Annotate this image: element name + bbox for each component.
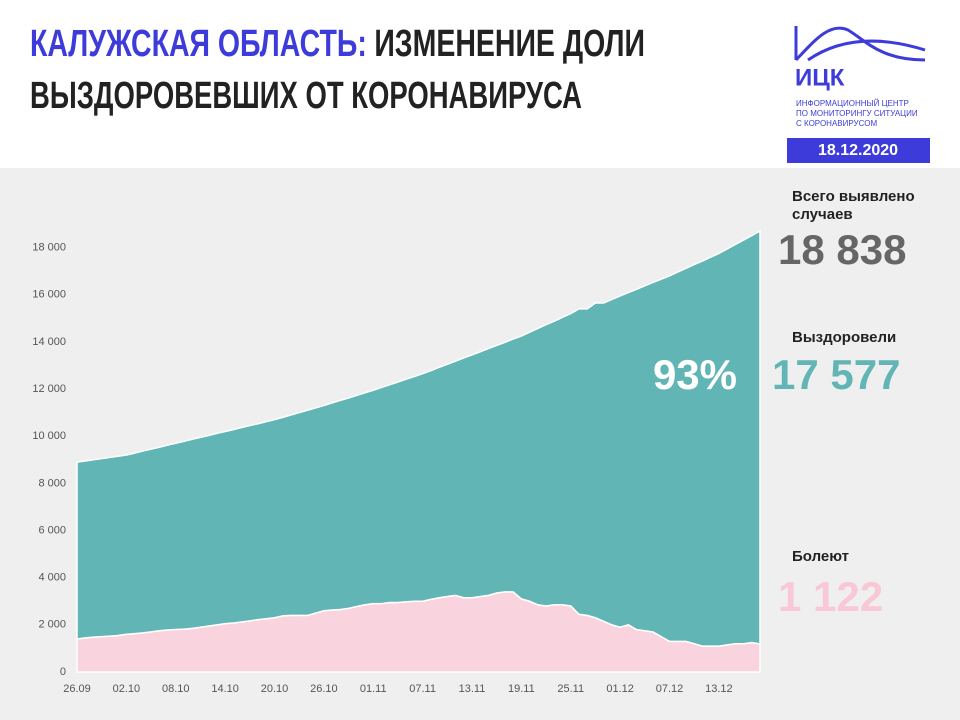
x-tick-label: 26.10 <box>310 683 338 695</box>
date: 18.12.2020 <box>818 142 898 159</box>
y-tick-label: 2 000 <box>38 619 66 631</box>
x-tick-label: 13.12 <box>705 683 733 695</box>
area <box>76 229 761 647</box>
x-tick-label: 07.12 <box>656 683 684 695</box>
y-tick-label: 4 000 <box>38 572 66 584</box>
stat-value: 1 122 <box>778 573 883 620</box>
logo-text: ПО МОНИТОРИНГУ СИТУАЦИИ <box>796 109 918 118</box>
title-line: ВЫЗДОРОВЕВШИХ ОТ КОРОНАВИРУСА <box>30 75 582 117</box>
x-tick-label: 19.11 <box>508 683 535 695</box>
y-tick-label: 10 000 <box>32 430 66 442</box>
x-tick-label: 08.10 <box>162 683 190 695</box>
title-rest: ИЗМЕНЕНИЕ ДОЛИ <box>374 23 645 65</box>
x-tick-label: 20.10 <box>261 683 289 695</box>
x-tick-label: 01.12 <box>606 683 634 695</box>
x-tick-label: 26.09 <box>63 683 91 695</box>
logo <box>794 26 926 62</box>
stat-value: 18 838 <box>778 226 906 273</box>
x-tick-label: 14.10 <box>211 683 239 695</box>
date-box <box>787 138 930 163</box>
title: КАЛУЖСКАЯ ОБЛАСТЬ:ИЗМЕНЕНИЕ ДОЛИ <box>30 23 645 65</box>
x-tick-label: 02.10 <box>113 683 141 695</box>
y-tick-label: 8 000 <box>38 477 66 489</box>
logo-text: ИНФОРМАЦИОННЫЙ ЦЕНТР <box>796 99 909 108</box>
stat-label: Болеют <box>792 548 849 565</box>
x-tick-label: 01.11 <box>360 683 387 695</box>
stat-label: Выздоровели <box>792 329 896 346</box>
logo-text: С КОРОНАВИРУСОМ <box>796 119 877 128</box>
x-tick-label: 13.11 <box>459 683 486 695</box>
y-tick-label: 0 <box>60 666 66 678</box>
y-tick-label: 6 000 <box>38 524 66 536</box>
y-tick-label: 16 000 <box>32 289 66 301</box>
x-tick-label: 07.11 <box>409 683 436 695</box>
y-tick-label: 12 000 <box>32 383 66 395</box>
logo-abbr: ИЦК <box>795 64 845 91</box>
logo-wave <box>794 26 926 62</box>
share-label: 93% <box>653 351 737 398</box>
y-tick-label: 18 000 <box>32 241 66 253</box>
plot: 0 2 000 4 000 6 000 8 000 10 000 12 000 14 000 1… <box>32 229 761 695</box>
y-tick-label: 14 000 <box>32 336 66 348</box>
title-accent: КАЛУЖСКАЯ ОБЛАСТЬ: <box>30 23 367 65</box>
logo-wave <box>807 39 926 62</box>
stat-label: Всего выявлено случаев <box>792 188 915 223</box>
x-tick-label: 25.11 <box>557 683 584 695</box>
stat-value: 17 577 <box>772 351 900 398</box>
